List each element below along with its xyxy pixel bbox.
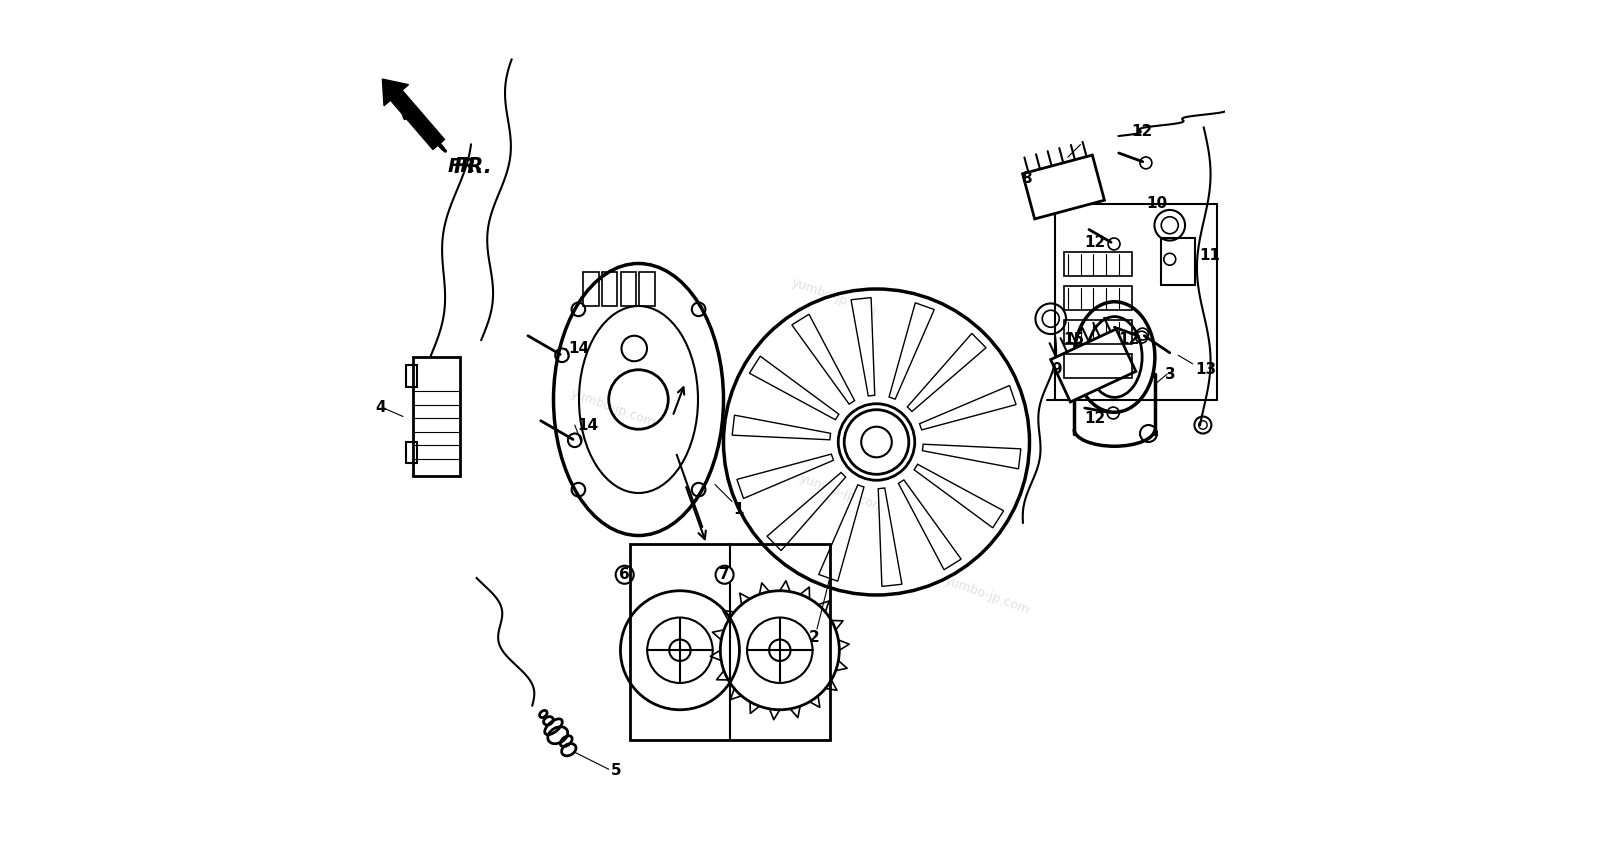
Text: 6: 6 bbox=[619, 567, 630, 582]
Polygon shape bbox=[1022, 155, 1104, 219]
Polygon shape bbox=[878, 488, 902, 586]
Text: 9: 9 bbox=[1051, 362, 1061, 377]
Text: FR.: FR. bbox=[453, 157, 491, 178]
Bar bbox=[1064, 286, 1131, 310]
Polygon shape bbox=[914, 464, 1003, 528]
Text: 14: 14 bbox=[570, 341, 590, 356]
Bar bbox=[413, 357, 461, 476]
Text: 4: 4 bbox=[374, 400, 386, 416]
Text: 1: 1 bbox=[734, 502, 744, 518]
Text: 12: 12 bbox=[1085, 411, 1106, 426]
Text: 12: 12 bbox=[1118, 332, 1139, 348]
Polygon shape bbox=[738, 454, 834, 498]
Text: 13: 13 bbox=[1195, 362, 1216, 377]
Text: 2: 2 bbox=[808, 630, 819, 645]
Bar bbox=[406, 366, 416, 387]
Polygon shape bbox=[819, 484, 864, 581]
Polygon shape bbox=[733, 415, 830, 439]
FancyArrow shape bbox=[382, 79, 445, 150]
Text: yumbo-jp.com: yumbo-jp.com bbox=[568, 387, 658, 429]
Polygon shape bbox=[851, 298, 875, 396]
Bar bbox=[640, 272, 654, 306]
Bar bbox=[1064, 354, 1131, 378]
Text: 8: 8 bbox=[1021, 171, 1032, 186]
Polygon shape bbox=[923, 445, 1021, 469]
Bar bbox=[1064, 320, 1131, 344]
Circle shape bbox=[845, 410, 909, 474]
Polygon shape bbox=[766, 473, 846, 551]
Text: 12: 12 bbox=[1131, 124, 1152, 139]
Text: yumbo-jp.com: yumbo-jp.com bbox=[790, 276, 878, 319]
Text: 15: 15 bbox=[1064, 332, 1085, 348]
Polygon shape bbox=[890, 303, 934, 399]
Text: yumbo-jp.com: yumbo-jp.com bbox=[798, 472, 886, 514]
Text: 7: 7 bbox=[720, 567, 730, 582]
Text: 11: 11 bbox=[1200, 247, 1221, 263]
Polygon shape bbox=[792, 314, 854, 404]
Polygon shape bbox=[898, 480, 962, 570]
Text: 10: 10 bbox=[1147, 196, 1168, 212]
Polygon shape bbox=[907, 333, 986, 411]
Text: FR.: FR. bbox=[448, 157, 483, 176]
Polygon shape bbox=[1051, 329, 1136, 402]
Text: 5: 5 bbox=[611, 763, 622, 779]
Bar bbox=[630, 544, 830, 740]
Text: yumbo-jp.com: yumbo-jp.com bbox=[942, 574, 1032, 616]
Bar bbox=[602, 272, 618, 306]
Text: 12: 12 bbox=[1085, 235, 1106, 250]
Bar bbox=[1162, 238, 1195, 285]
Polygon shape bbox=[749, 356, 838, 420]
Bar bbox=[406, 442, 416, 463]
Text: 14: 14 bbox=[578, 417, 598, 433]
Bar bbox=[1064, 252, 1131, 276]
Polygon shape bbox=[920, 386, 1016, 430]
Bar bbox=[621, 272, 635, 306]
Bar bbox=[584, 272, 598, 306]
Text: 3: 3 bbox=[1165, 366, 1176, 382]
